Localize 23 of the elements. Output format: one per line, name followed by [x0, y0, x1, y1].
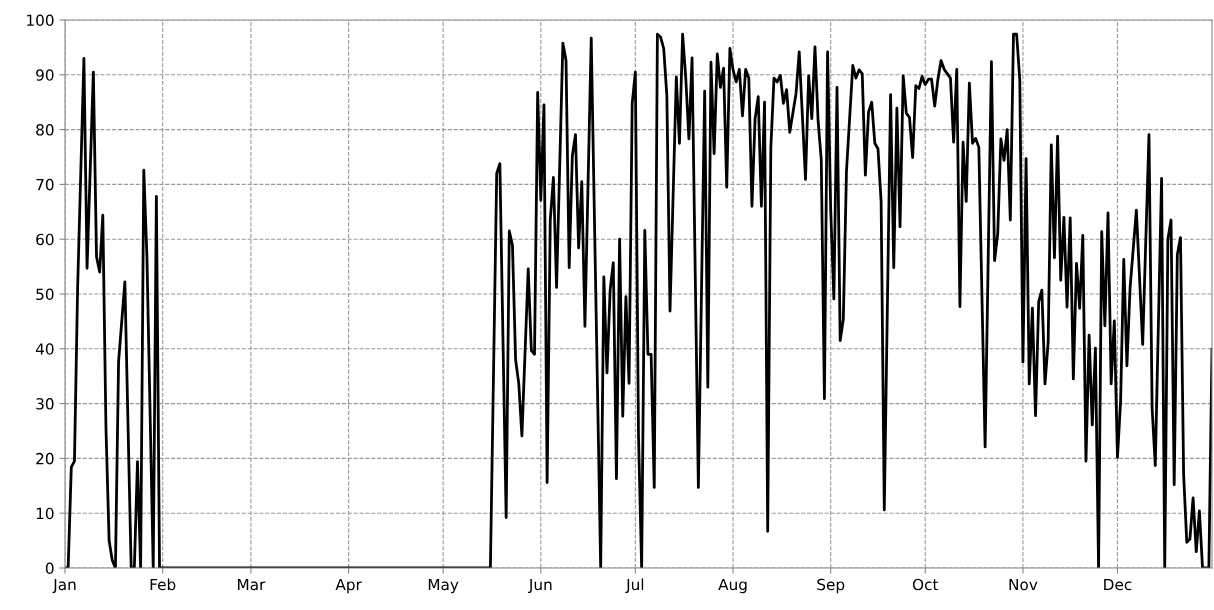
- y-tick-label: 40: [35, 343, 54, 355]
- x-tick-label: Jul: [625, 578, 644, 594]
- y-tick-label: 30: [36, 398, 54, 410]
- y-tick-label: 50: [36, 288, 54, 301]
- y-tick-label: 60: [36, 233, 54, 246]
- x-tick-label: Oct: [912, 578, 939, 591]
- y-tick-label: 0: [45, 562, 54, 575]
- x-tick-label: Jun: [528, 578, 552, 594]
- y-tick-label: 100: [27, 14, 54, 27]
- y-tick-label: 20: [36, 452, 54, 465]
- x-tick-label: Nov: [1009, 578, 1038, 591]
- y-tick-label: 90: [36, 69, 54, 81]
- x-tick-label: Apr: [335, 578, 362, 594]
- x-tick-label: Sep: [817, 578, 845, 594]
- x-tick-label: May: [428, 578, 459, 594]
- x-tick-label: Dec: [1104, 578, 1132, 591]
- y-tick-label: 10: [36, 507, 54, 520]
- x-tick-label: Aug: [718, 578, 747, 594]
- x-tick-label: Feb: [150, 578, 176, 591]
- x-tick-label: Mar: [238, 578, 266, 591]
- y-tick-label: 80: [36, 124, 54, 136]
- y-tick-label: 70: [36, 178, 54, 191]
- x-tick-label: Jan: [52, 578, 76, 594]
